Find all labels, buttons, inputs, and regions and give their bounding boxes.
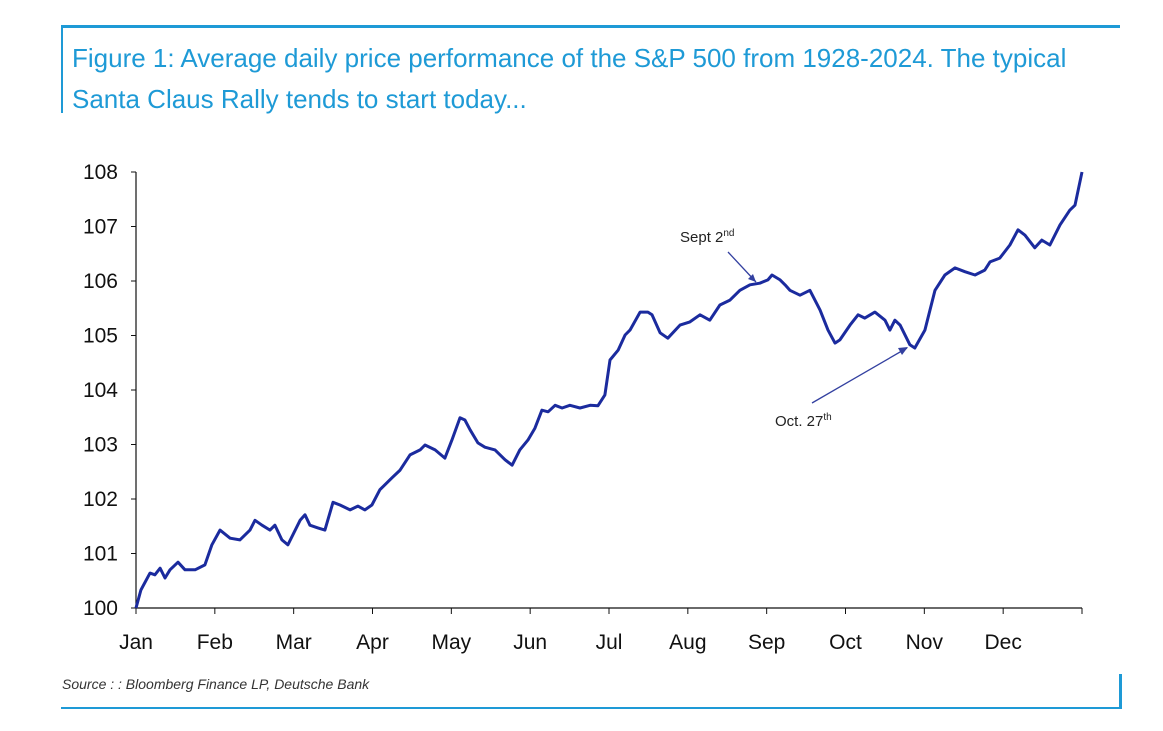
arrowhead-icon: [898, 347, 908, 355]
x-tick-label: Jun: [513, 631, 547, 654]
x-tick-label: Apr: [356, 631, 389, 654]
annotation-label: Sept 2nd: [680, 228, 735, 246]
y-tick-label: 103: [83, 434, 118, 457]
y-tick-label: 105: [83, 325, 118, 348]
y-tick-label: 102: [83, 488, 118, 511]
x-tick-label: Oct: [829, 631, 862, 654]
x-tick-label: Mar: [276, 631, 312, 654]
x-tick-label: May: [431, 631, 471, 654]
ticks: 100 101 102 103 104 105 106 107 108 Jan Feb Mar Apr M…: [83, 161, 1083, 654]
x-tick-label: Jul: [596, 631, 623, 654]
y-tick-label: 108: [83, 161, 118, 184]
frame-top-rule: [61, 25, 1120, 28]
x-tick-label: Feb: [197, 631, 233, 654]
y-tick-label: 104: [83, 379, 118, 402]
x-tick-label: Dec: [984, 631, 1021, 654]
source-note: Source : : Bloomberg Finance LP, Deutsch…: [62, 676, 370, 692]
x-tick-label: Jan: [119, 631, 153, 654]
x-tick-label: Aug: [669, 631, 706, 654]
axes: [135, 172, 1082, 609]
y-tick-label: 107: [83, 216, 118, 239]
x-tick-label: Nov: [906, 631, 944, 654]
y-tick-label: 100: [83, 597, 118, 620]
y-tick-label: 106: [83, 270, 118, 293]
y-tick-label: 101: [83, 543, 118, 566]
figure-title: Figure 1: Average daily price performanc…: [72, 43, 1067, 114]
annotation-oct: Oct. 27th: [775, 347, 908, 430]
annotation-sept: Sept 2nd: [680, 228, 757, 283]
annotation-arrow: [811, 347, 908, 404]
series-line: [134, 171, 1084, 609]
frame-left-rule: [61, 25, 63, 113]
annotation-label: Oct. 27th: [775, 412, 832, 430]
arrowhead-icon: [748, 274, 756, 282]
x-tick-label: Sep: [748, 631, 785, 654]
frame-bottom-rule: [61, 707, 1122, 709]
frame-right-rule: [1119, 674, 1122, 709]
